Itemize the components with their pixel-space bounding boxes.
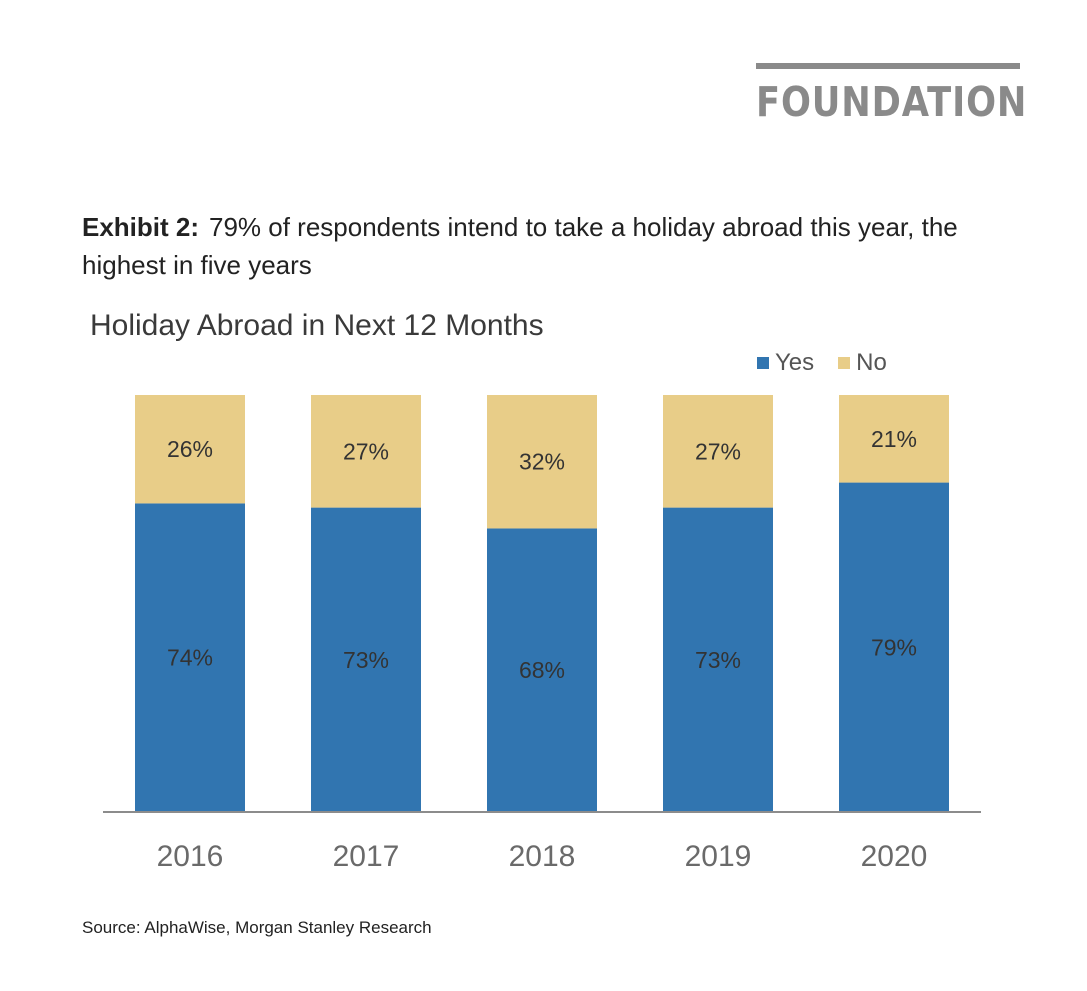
x-tick-label-2017: 2017 <box>333 840 400 873</box>
exhibit-caption: Exhibit 2: 79% of respondents intend to t… <box>82 208 982 284</box>
x-tick-label-2019: 2019 <box>685 840 752 873</box>
exhibit-text: 79% of respondents intend to take a holi… <box>82 212 958 280</box>
legend-label-yes: Yes <box>775 349 815 376</box>
legend-item-yes: Yes <box>757 349 814 377</box>
data-label-no-2018: 32% <box>519 449 565 475</box>
source-note: Source: AlphaWise, Morgan Stanley Resear… <box>82 918 432 937</box>
data-label-no-2020: 21% <box>871 426 917 452</box>
bar-yes-2017 <box>311 507 421 812</box>
chart-title: Holiday Abroad in Next 12 Months <box>90 309 544 342</box>
data-label-no-2016: 26% <box>167 436 213 462</box>
x-tick-label-2020: 2020 <box>861 840 928 873</box>
data-label-yes-2020: 79% <box>871 634 917 660</box>
data-label-no-2017: 27% <box>343 438 389 464</box>
bar-yes-2019 <box>663 507 773 812</box>
bar-yes-2016 <box>135 503 245 812</box>
legend-item-no: No <box>838 349 887 377</box>
logo-rule <box>756 63 1020 69</box>
bar-no-2019 <box>663 395 773 508</box>
exhibit-label: Exhibit 2: <box>82 212 200 242</box>
data-label-yes-2017: 73% <box>343 647 389 673</box>
bar-no-2016 <box>135 395 245 504</box>
bar-yes-2020 <box>839 482 949 812</box>
x-tick-label-2016: 2016 <box>157 840 224 873</box>
bar-no-2017 <box>311 395 421 508</box>
legend-label-no: No <box>856 349 887 376</box>
legend-swatch-yes <box>757 357 769 369</box>
bar-yes-2018 <box>487 528 597 812</box>
x-tick-label-2018: 2018 <box>509 840 576 873</box>
bar-no-2020 <box>839 395 949 483</box>
data-label-yes-2019: 73% <box>695 647 741 673</box>
legend-swatch-no <box>838 357 851 369</box>
data-label-yes-2018: 68% <box>519 657 565 683</box>
data-label-no-2019: 27% <box>695 438 741 464</box>
chart-legend: Yes No <box>757 349 911 377</box>
foundation-logo: FOUNDATION <box>756 78 1028 126</box>
bar-no-2018 <box>487 395 597 529</box>
data-label-yes-2016: 74% <box>167 645 213 671</box>
